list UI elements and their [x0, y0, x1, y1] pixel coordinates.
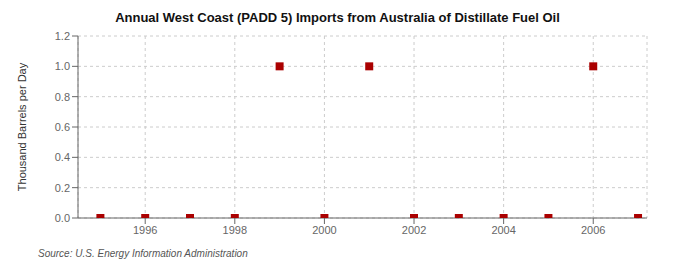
- svg-text:1996: 1996: [133, 224, 157, 236]
- svg-text:0.6: 0.6: [55, 121, 70, 133]
- svg-text:1.2: 1.2: [55, 30, 70, 42]
- html-text:Annual West Coast (PADD 5) Imp: Annual West Coast (PADD 5) Imports from …: [115, 10, 560, 25]
- svg-text:0.4: 0.4: [55, 151, 70, 163]
- svg-text:0.0: 0.0: [55, 212, 70, 224]
- svg-text:2004: 2004: [491, 224, 515, 236]
- svg-text:0.2: 0.2: [55, 182, 70, 194]
- svg-text:1998: 1998: [223, 224, 247, 236]
- svg-text:2002: 2002: [402, 224, 426, 236]
- svg-text:2006: 2006: [581, 224, 605, 236]
- svg-text:2000: 2000: [312, 224, 336, 236]
- svg-text:1.0: 1.0: [55, 60, 70, 72]
- html-text:Source: U.S. Energy Informatio: Source: U.S. Energy Information Administ…: [38, 248, 248, 259]
- svg-text:Thousand Barrels per Day: Thousand Barrels per Day: [16, 62, 28, 191]
- svg-text:0.8: 0.8: [55, 91, 70, 103]
